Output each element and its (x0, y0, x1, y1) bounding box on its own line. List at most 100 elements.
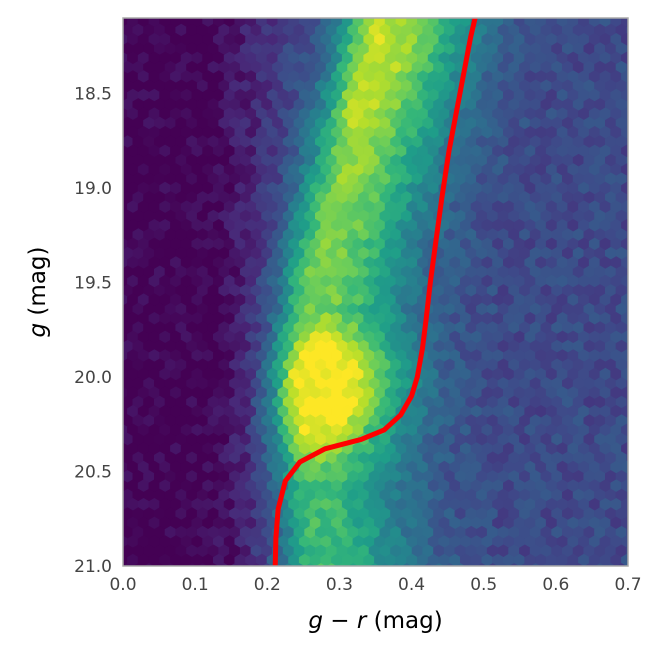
hex-bin (358, 116, 370, 131)
hex-bin (551, 265, 563, 279)
hex-bin (261, 414, 273, 428)
hex-bin (186, 98, 198, 112)
hex-bin (320, 460, 332, 475)
hex-bin (615, 172, 628, 186)
hex-bin (368, 451, 381, 465)
hex-bin (191, 423, 204, 437)
hex-bin (545, 293, 558, 307)
hex-bin (207, 98, 220, 112)
hex-bin (250, 544, 263, 558)
hex-bin (196, 209, 209, 224)
hex-bin (599, 312, 612, 326)
hex-bin (594, 42, 606, 56)
hex-bin (433, 395, 445, 410)
hex-bin (164, 525, 177, 540)
hex-bin (535, 423, 547, 437)
hex-bin (540, 321, 553, 335)
hex-bin (486, 98, 499, 112)
hex-bin (148, 88, 161, 103)
hex-bin (422, 377, 434, 391)
hex-bin (288, 163, 300, 177)
hex-bin (572, 507, 585, 521)
hex-bin (454, 246, 467, 261)
hex-bin (390, 395, 402, 410)
hex-bin (223, 498, 236, 512)
hex-bin (545, 219, 558, 233)
hex-bin (497, 116, 510, 131)
hex-bin (562, 470, 574, 484)
hex-bin (159, 126, 171, 140)
hex-bin (406, 126, 418, 140)
hex-bin (562, 432, 574, 447)
hex-bin (438, 386, 451, 400)
hex-bin (578, 498, 590, 512)
hex-bin (556, 460, 569, 475)
hex-bin (417, 274, 429, 289)
hex-bin (545, 107, 558, 121)
hex-bin (229, 116, 241, 131)
hex-bin (438, 126, 451, 140)
hex-bin (411, 23, 424, 38)
hex-bin (422, 42, 434, 56)
hex-bin (266, 126, 279, 140)
hex-bin (336, 228, 349, 242)
hex-bin (470, 312, 483, 326)
hex-bin (127, 33, 139, 47)
hex-bin (186, 116, 198, 131)
hex-bin (298, 535, 311, 549)
hex-bin (449, 181, 461, 196)
hex-bin (605, 507, 617, 521)
hex-bin (272, 23, 284, 38)
hex-bin (180, 126, 193, 140)
hex-bin (336, 377, 349, 391)
hex-bin (567, 107, 579, 121)
hex-bin (368, 488, 381, 503)
hex-bin (481, 293, 494, 307)
hex-bin (256, 126, 268, 140)
hex-bin (588, 460, 601, 475)
hex-bin (277, 405, 289, 419)
hex-bin (256, 293, 268, 307)
hex-bin (213, 33, 225, 47)
hex-bin (325, 544, 338, 558)
hex-bin (341, 460, 354, 475)
hex-bin (588, 442, 601, 456)
hex-bin (180, 88, 193, 103)
hex-bin (433, 135, 445, 149)
hex-bin (288, 553, 300, 566)
hex-bin (213, 181, 225, 196)
hex-bin (320, 163, 332, 177)
hex-bin (325, 209, 338, 224)
hex-bin (610, 535, 622, 549)
hex-bin (137, 553, 150, 566)
hex-bin (282, 302, 295, 317)
hex-bin (562, 302, 574, 317)
hex-bin (465, 395, 477, 410)
hex-bin (170, 88, 182, 103)
hex-bin (545, 88, 558, 103)
hex-bin (481, 349, 494, 363)
hex-bin (374, 51, 386, 65)
hex-bin (143, 470, 155, 484)
hex-bin (481, 386, 494, 400)
hex-bin (599, 200, 612, 214)
hex-bin (239, 172, 252, 186)
hex-bin (309, 405, 322, 419)
hex-bin (519, 42, 531, 56)
hex-bin (411, 60, 424, 75)
hex-bin (191, 88, 204, 103)
hex-bin (234, 386, 247, 400)
hex-bin (111, 80, 123, 93)
hex-bin (127, 293, 139, 307)
hex-bin (454, 507, 467, 521)
hex-bin (186, 302, 198, 317)
hex-bin (551, 395, 563, 410)
hex-bin (137, 367, 150, 382)
hex-bin (213, 144, 225, 158)
hex-bin (465, 209, 477, 224)
hex-bin (454, 284, 467, 298)
hex-bin (229, 79, 241, 93)
hex-bin (406, 349, 418, 363)
hex-bin (159, 163, 171, 177)
hex-bin (390, 525, 402, 540)
